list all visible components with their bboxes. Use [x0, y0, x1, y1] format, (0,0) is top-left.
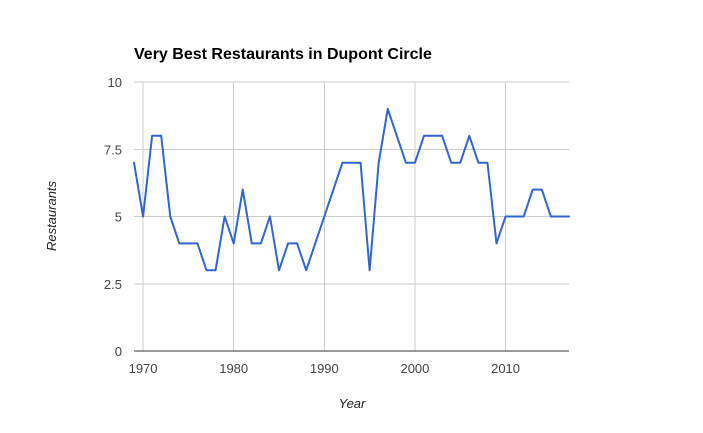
data-point — [421, 133, 427, 139]
x-tick-label: 2000 — [400, 361, 429, 376]
data-point — [158, 133, 164, 139]
data-point — [530, 187, 536, 193]
data-point — [484, 160, 490, 166]
data-point — [539, 187, 545, 193]
series-line — [133, 107, 570, 272]
data-point — [303, 267, 309, 273]
data-point — [285, 240, 291, 246]
data-point — [339, 160, 345, 166]
data-point — [403, 160, 409, 166]
data-point — [349, 160, 355, 166]
data-point — [358, 160, 364, 166]
y-tick-label: 0 — [115, 344, 122, 359]
data-point — [294, 240, 300, 246]
x-axis-label: Year — [339, 396, 366, 411]
y-tick-label: 2.5 — [104, 277, 122, 292]
data-point — [204, 267, 210, 273]
chart-title: Very Best Restaurants in Dupont Circle — [134, 46, 432, 63]
data-point — [448, 160, 454, 166]
y-tick-label: 5 — [115, 210, 122, 225]
x-tick-label: 1980 — [219, 361, 248, 376]
data-point — [176, 240, 182, 246]
y-tick-label: 10 — [108, 75, 122, 90]
data-point — [367, 267, 373, 273]
data-point — [503, 214, 509, 220]
data-point — [466, 133, 472, 139]
data-point — [394, 133, 400, 139]
data-point — [557, 214, 563, 220]
data-point — [376, 160, 382, 166]
data-point — [131, 160, 137, 166]
data-point — [494, 240, 500, 246]
data-point — [140, 214, 146, 220]
data-point — [457, 160, 463, 166]
data-point — [213, 267, 219, 273]
y-tick-label: 7.5 — [104, 142, 122, 157]
data-point — [149, 133, 155, 139]
data-point — [167, 214, 173, 220]
data-point — [475, 160, 481, 166]
data-point — [512, 214, 518, 220]
x-tick-label: 1990 — [310, 361, 339, 376]
series-layer — [131, 106, 572, 273]
data-point — [521, 214, 527, 220]
data-point — [231, 240, 237, 246]
data-point — [276, 267, 282, 273]
data-point — [222, 214, 228, 220]
data-point — [240, 187, 246, 193]
x-tick-label: 1970 — [129, 361, 158, 376]
data-point — [385, 106, 391, 112]
y-axis-label: Restaurants — [44, 180, 59, 251]
data-point — [430, 133, 436, 139]
data-point — [439, 133, 445, 139]
data-point — [258, 240, 264, 246]
data-point — [548, 214, 554, 220]
data-point — [412, 160, 418, 166]
data-point — [249, 240, 255, 246]
x-tick-label: 2010 — [491, 361, 520, 376]
data-point — [194, 240, 200, 246]
data-point — [185, 240, 191, 246]
data-point — [267, 214, 273, 220]
data-point — [566, 214, 572, 220]
axis-layer: 0 2.5 5 7.5 10 1970 1980 1990 2000 2010 — [104, 75, 569, 376]
